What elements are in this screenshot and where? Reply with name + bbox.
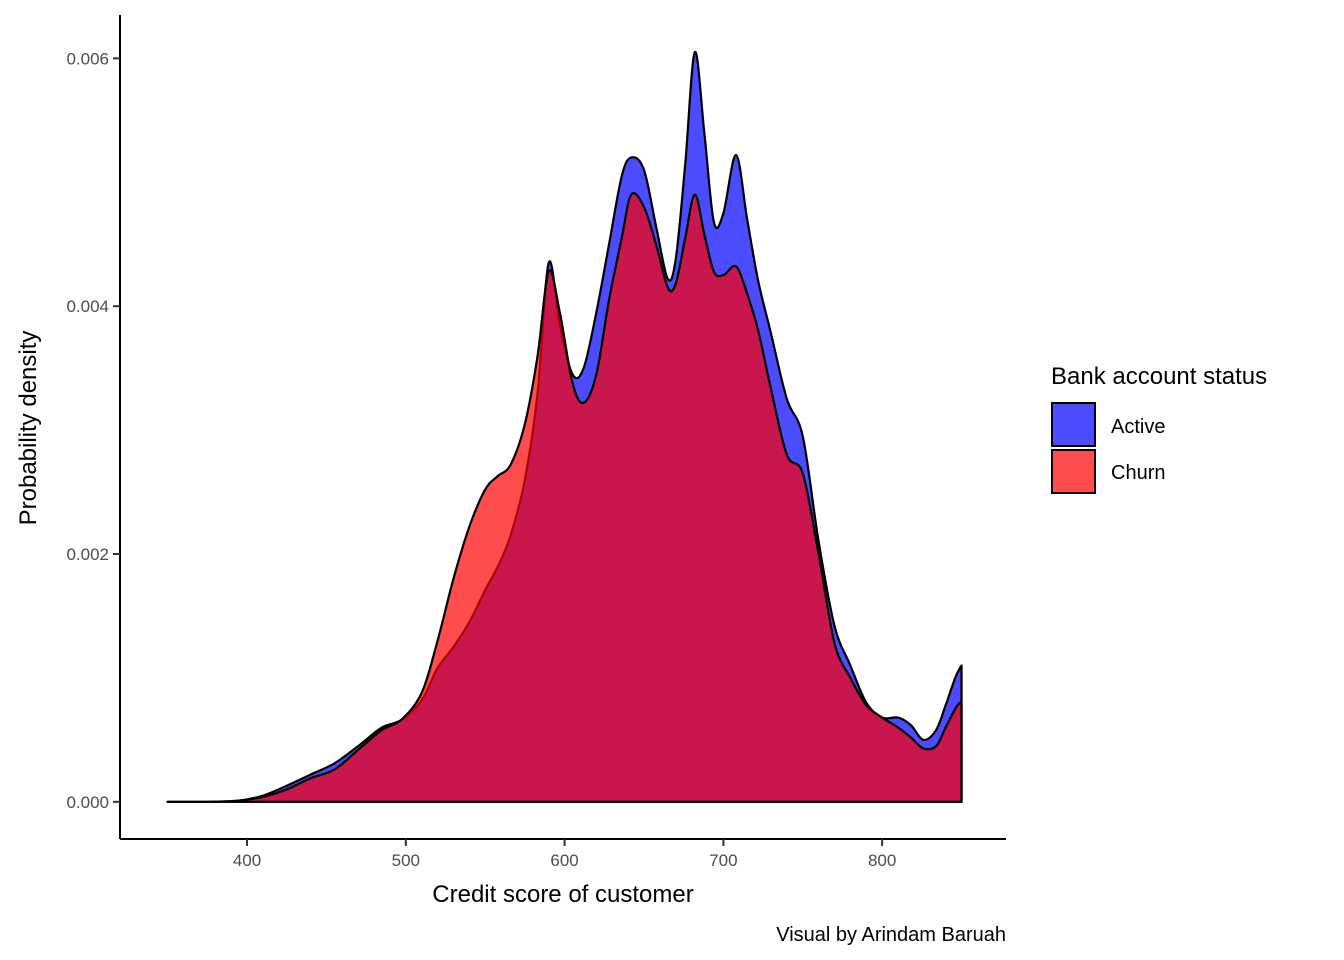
density-areas [166,51,963,804]
legend-label-churn: Churn [1111,462,1165,484]
density-area-churn [166,192,963,804]
x-tick-label: 700 [709,851,737,870]
x-tick-label: 400 [233,851,261,870]
caption: Visual by Arindam Baruah [776,924,1006,946]
legend-swatch-active [1051,402,1096,447]
y-tick-label: 0.002 [66,545,109,564]
legend-swatch-churn [1051,449,1096,494]
y-tick-label: 0.006 [66,49,109,68]
x-tick-label: 800 [868,851,896,870]
x-tick-label: 600 [550,851,578,870]
legend: Bank account status Active Churn [1051,363,1267,494]
y-axis-ticks: 0.000 0.002 0.004 0.006 [66,49,120,812]
x-axis-title: Credit score of customer [432,881,693,908]
x-tick-label: 500 [392,851,420,870]
y-axis-title: Probability density [15,331,42,526]
legend-title: Bank account status [1051,363,1267,390]
x-axis-ticks: 400 500 600 700 800 [233,839,896,870]
legend-label-active: Active [1111,416,1165,438]
y-tick-label: 0.000 [66,793,109,812]
y-tick-label: 0.004 [66,297,109,316]
